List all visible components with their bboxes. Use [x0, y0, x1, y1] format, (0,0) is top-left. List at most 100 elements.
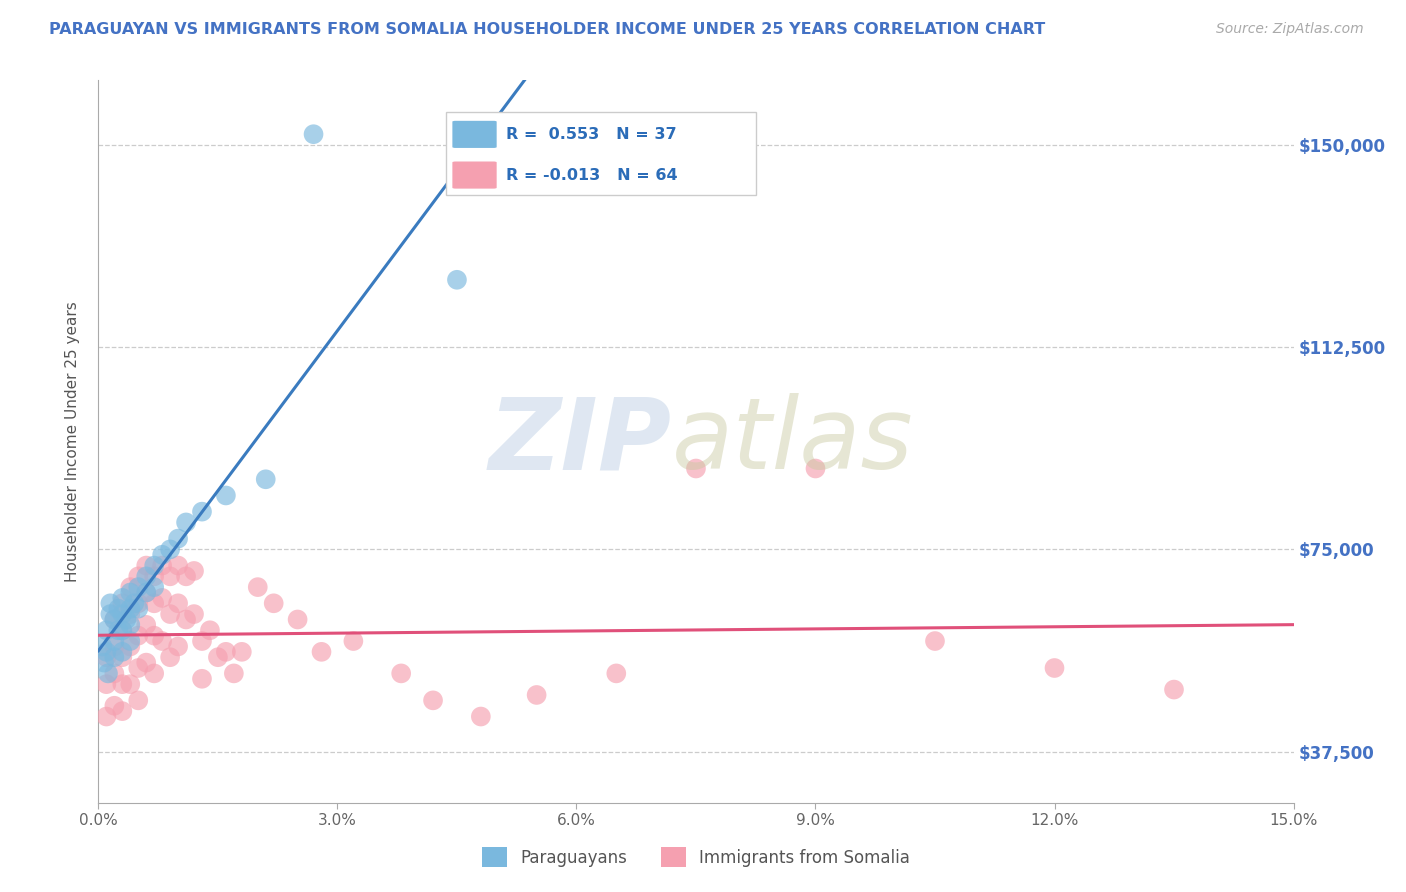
Point [120, 607, 142, 621]
Point [127, 596, 149, 610]
FancyBboxPatch shape [446, 112, 756, 195]
Point [167, 558, 190, 573]
Point [120, 585, 142, 599]
Point [143, 629, 166, 643]
Point [98, 607, 122, 621]
Point [97, 666, 120, 681]
Point [150, 548, 173, 562]
Point [150, 558, 173, 573]
Point [120, 640, 142, 654]
Point [685, 461, 707, 475]
Point [135, 618, 157, 632]
Point [111, 704, 134, 718]
Y-axis label: Householder Income Under 25 years: Householder Income Under 25 years [65, 301, 80, 582]
Point [127, 661, 149, 675]
Point [1043, 661, 1066, 675]
Point [103, 612, 125, 626]
Point [93, 656, 115, 670]
Point [150, 634, 173, 648]
Point [111, 645, 134, 659]
Point [207, 650, 229, 665]
Point [107, 624, 129, 638]
Point [167, 596, 190, 610]
Point [183, 564, 205, 578]
Point [107, 601, 129, 615]
Point [135, 585, 157, 599]
Point [302, 127, 325, 141]
Point [143, 580, 166, 594]
Point [103, 612, 125, 626]
Text: PARAGUAYAN VS IMMIGRANTS FROM SOMALIA HOUSEHOLDER INCOME UNDER 25 YEARS CORRELAT: PARAGUAYAN VS IMMIGRANTS FROM SOMALIA HO… [49, 22, 1046, 37]
Point [422, 693, 444, 707]
Point [150, 591, 173, 605]
Point [246, 580, 269, 594]
Point [135, 569, 157, 583]
Point [120, 677, 142, 691]
Point [143, 569, 166, 583]
Point [159, 650, 181, 665]
Point [389, 666, 412, 681]
Text: R =  0.553   N = 37: R = 0.553 N = 37 [506, 127, 676, 142]
Point [111, 650, 134, 665]
Point [254, 472, 277, 486]
Point [470, 709, 492, 723]
Point [103, 634, 125, 648]
Point [135, 558, 157, 573]
Point [804, 461, 827, 475]
Point [127, 629, 149, 643]
Point [167, 532, 190, 546]
Point [103, 698, 125, 713]
Point [167, 640, 190, 654]
Text: ZIP: ZIP [489, 393, 672, 490]
Point [115, 612, 138, 626]
Point [127, 601, 149, 615]
Point [135, 585, 157, 599]
Point [135, 656, 157, 670]
FancyBboxPatch shape [453, 161, 496, 188]
Point [605, 666, 627, 681]
Point [120, 618, 142, 632]
Point [231, 645, 253, 659]
Point [120, 634, 142, 648]
FancyBboxPatch shape [453, 120, 496, 148]
Point [183, 607, 205, 621]
Point [311, 645, 333, 659]
Point [127, 569, 149, 583]
Point [120, 601, 142, 615]
Point [342, 634, 364, 648]
Point [143, 558, 166, 573]
Point [96, 677, 118, 691]
Point [446, 273, 468, 287]
Point [98, 596, 122, 610]
Point [103, 650, 125, 665]
Point [263, 596, 285, 610]
Point [120, 580, 142, 594]
Text: R = -0.013   N = 64: R = -0.013 N = 64 [506, 168, 678, 183]
Point [111, 607, 134, 621]
Point [174, 516, 197, 530]
Point [103, 666, 125, 681]
Point [198, 624, 221, 638]
Point [174, 569, 197, 583]
Point [111, 591, 134, 605]
Point [924, 634, 946, 648]
Point [159, 569, 181, 583]
Point [96, 650, 118, 665]
Point [191, 634, 214, 648]
Point [96, 624, 118, 638]
Point [103, 640, 125, 654]
Point [215, 645, 238, 659]
Point [96, 645, 118, 659]
Point [111, 596, 134, 610]
Point [143, 596, 166, 610]
Text: atlas: atlas [672, 393, 914, 490]
Point [287, 612, 309, 626]
Point [191, 672, 214, 686]
Point [91, 640, 114, 654]
Point [159, 542, 181, 557]
Point [215, 488, 238, 502]
Text: Source: ZipAtlas.com: Source: ZipAtlas.com [1216, 22, 1364, 37]
Point [111, 677, 134, 691]
Point [526, 688, 548, 702]
Point [143, 666, 166, 681]
